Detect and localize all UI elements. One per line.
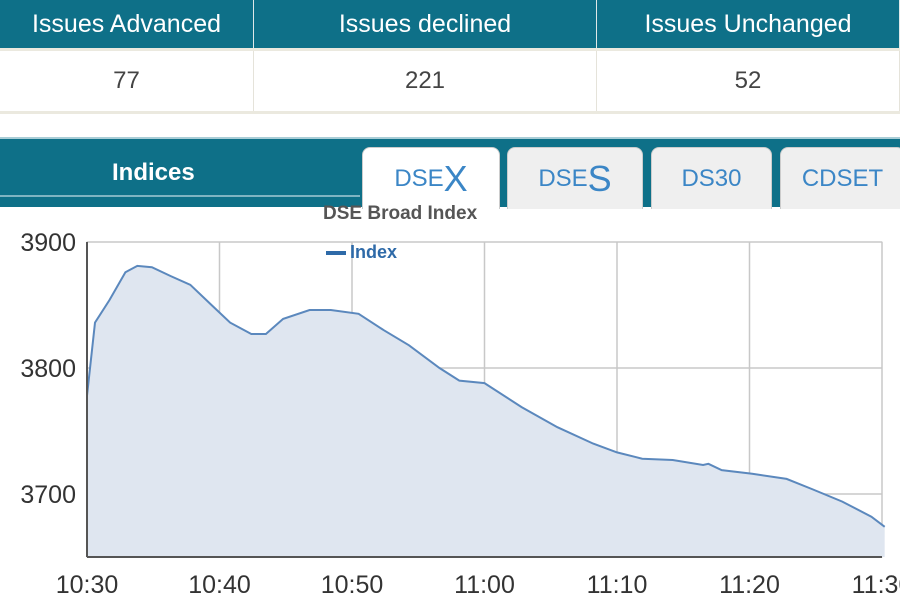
series-area <box>87 265 885 557</box>
header-issues-unchanged: Issues Unchanged <box>596 0 900 50</box>
x-tick-label: 11:10 <box>587 571 648 599</box>
chart-title: DSE Broad Index <box>323 203 478 224</box>
divider <box>0 195 360 197</box>
value-issues-unchanged: 52 <box>596 48 900 114</box>
y-tick-label: 3700 <box>20 481 76 509</box>
indices-tab-bar: Indices DSE X DSE S DS30 CDSET <box>0 137 900 209</box>
tab-label-suffix: S <box>587 157 612 199</box>
legend-swatch <box>326 251 346 256</box>
chart-legend: Index <box>326 242 397 263</box>
y-tick-label: 3900 <box>20 229 76 257</box>
tab-ds30[interactable]: DS30 <box>651 147 772 209</box>
header-issues-advanced: Issues Advanced <box>0 0 254 50</box>
indices-label: Indices <box>112 159 195 186</box>
series-line <box>86 264 886 528</box>
tab-dsex[interactable]: DSE X <box>362 147 500 209</box>
header-issues-declined: Issues declined <box>253 0 597 50</box>
x-tick-label: 10:40 <box>188 571 251 599</box>
tab-label: CDSET <box>801 164 884 192</box>
tab-dses[interactable]: DSE S <box>507 147 643 209</box>
market-stats-table: Issues Advanced Issues declined Issues U… <box>0 0 900 114</box>
legend-label: Index <box>350 242 398 262</box>
tab-label: DSE <box>394 164 444 192</box>
x-tick-label: 10:30 <box>56 571 119 599</box>
x-tick-label: 11:20 <box>719 571 780 599</box>
x-tick-label: 10:50 <box>321 571 384 599</box>
tab-label-suffix: X <box>443 157 468 199</box>
x-tick-label: 11:30 <box>852 571 900 599</box>
tab-label: DSE <box>538 164 588 192</box>
tab-label: DS30 <box>681 164 742 192</box>
tab-cdset[interactable]: CDSET <box>780 147 900 209</box>
x-tick-label: 11:00 <box>454 571 515 599</box>
y-tick-label: 3800 <box>20 355 76 383</box>
value-issues-declined: 221 <box>253 48 597 114</box>
value-issues-advanced: 77 <box>0 48 254 114</box>
index-chart: 10:30 10:40 10:50 11:00 11:10 11:20 11:30 3900 3… <box>20 229 900 599</box>
